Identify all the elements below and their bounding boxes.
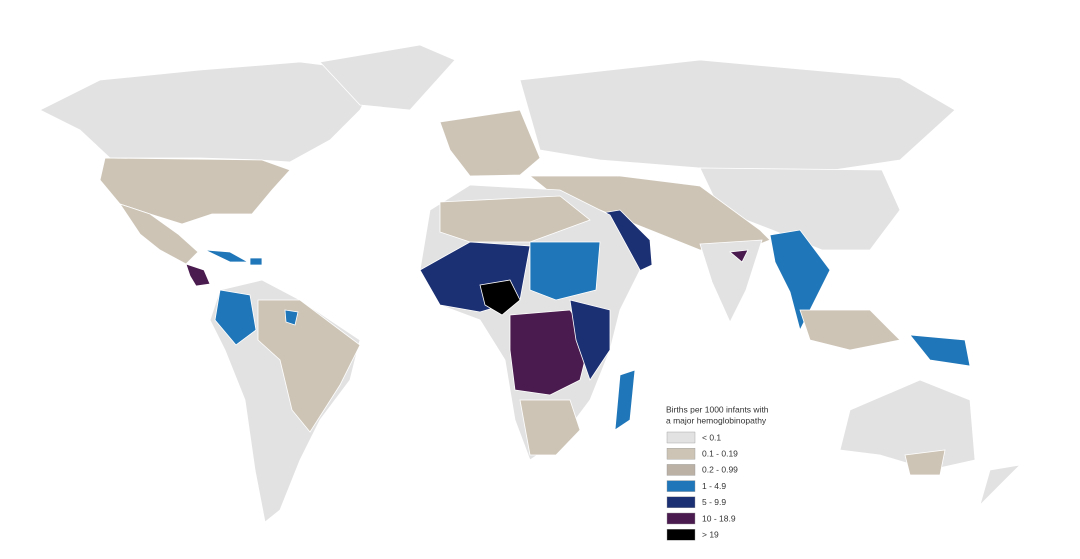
russia <box>519 59 956 173</box>
legend-label: 1 - 4.9 <box>702 481 726 491</box>
canada <box>39 61 381 163</box>
legend-label: 10 - 18.9 <box>702 513 736 523</box>
legend-title: Births per 1000 infants with <box>666 404 769 414</box>
india-region <box>729 249 749 263</box>
legend-swatch <box>666 431 696 444</box>
colombia <box>214 289 257 346</box>
legend-label: > 19 <box>702 529 719 539</box>
usa <box>99 157 291 225</box>
legend-swatch <box>666 480 696 492</box>
australia-southeast <box>904 449 946 476</box>
brazil <box>257 299 361 433</box>
new-zealand <box>979 464 1022 507</box>
legend: Births per 1000 infants with a major hem… <box>666 404 769 541</box>
australia <box>839 379 976 471</box>
papua <box>909 334 971 367</box>
india <box>699 239 763 323</box>
sudan <box>529 241 601 301</box>
legend-label: 0.1 - 0.19 <box>702 448 738 458</box>
legend-label: < 0.1 <box>702 432 721 442</box>
southern-africa <box>519 399 581 456</box>
east-africa <box>569 299 611 381</box>
cuba <box>204 249 250 263</box>
legend-swatch <box>666 512 696 525</box>
legend-swatch <box>666 529 696 541</box>
legend-title: a major hemoglobinopathy <box>666 415 767 425</box>
legend-swatch <box>666 496 696 508</box>
legend-label: 5 - 9.9 <box>702 497 726 507</box>
greenland <box>319 44 456 111</box>
indonesia <box>799 309 901 351</box>
europe <box>439 109 541 177</box>
legend-swatch <box>666 464 696 476</box>
madagascar <box>614 369 636 431</box>
hispaniola <box>249 257 263 266</box>
countries <box>39 44 1022 523</box>
central-america <box>185 263 211 287</box>
legend-label: 0.2 - 0.99 <box>702 465 738 475</box>
legend-swatch <box>666 448 696 460</box>
guyana <box>284 309 299 326</box>
mexico <box>119 203 199 265</box>
nigeria <box>479 279 521 316</box>
